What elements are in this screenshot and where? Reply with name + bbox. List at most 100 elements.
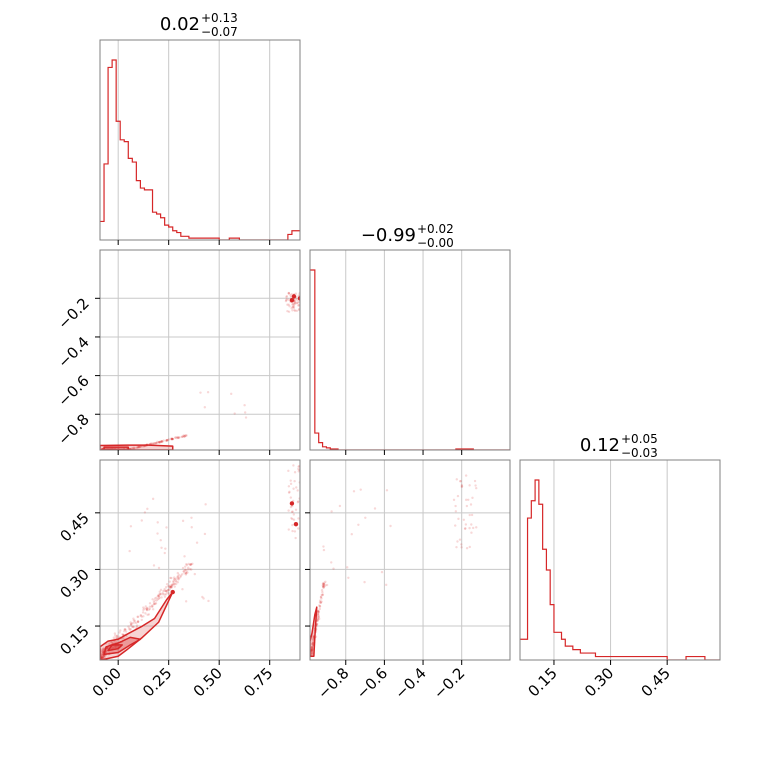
panel-param1-vs-param2-sample-221 — [289, 294, 292, 297]
panel-param1-vs-param3-sample-69 — [176, 575, 180, 578]
panel-param1-vs-param3-sample-217 — [162, 593, 165, 596]
panel-param1-vs-param3-sample-152 — [142, 606, 145, 609]
panel-param2-vs-param3-sample-91 — [316, 622, 319, 626]
panel-param1-vs-param3-sample-318 — [297, 467, 300, 471]
panel-param1-vs-param3-sample-335 — [290, 517, 293, 520]
panel-param1-vs-param2-sample-29 — [132, 446, 136, 449]
panel-param1-vs-param3-sample-315 — [296, 501, 300, 504]
panel-param1-vs-param3-sample-118 — [187, 566, 190, 569]
panel-param1-vs-param3-sample-36 — [131, 625, 135, 628]
panel-param1-vs-param2-sample-204 — [286, 309, 289, 313]
panel-param1-vs-param3-sample-360 — [151, 497, 155, 501]
panel-param1-vs-param3-sample-270 — [132, 625, 135, 629]
title-param-2-minus: −0.00 — [417, 236, 454, 250]
panel-param1-vs-param3-sample-238 — [163, 589, 166, 593]
panel-param1-vs-param3-sample-112 — [175, 577, 178, 580]
panel-param2-vs-param3-sample-32 — [321, 584, 324, 587]
panel-param1-vs-param3-sample-352 — [201, 595, 204, 599]
panel-param1-vs-param3-sample-12 — [143, 607, 146, 610]
panel-param2-vs-param3-sample-9 — [324, 584, 327, 587]
panel-param1-vs-param3-sample-177 — [184, 568, 187, 571]
panel-param1-vs-param3-sample-99 — [158, 596, 161, 600]
panel-param1-vs-param3-sample-267 — [164, 586, 168, 589]
panel-param1-vs-param3-sample-237 — [182, 570, 186, 573]
title-param-3-value: 0.12 — [580, 435, 620, 456]
panel-param2-vs-param3-sample-125 — [462, 518, 466, 521]
panel-param1-vs-param3-sample-300 — [292, 518, 296, 521]
panel-param1-vs-param3-sample-0 — [128, 628, 132, 631]
panel-param1-vs-param3-sample-113 — [129, 623, 133, 627]
panel-param2-vs-param3: −0.8 −0.6 −0.4 −0.2 — [305, 459, 511, 703]
panel-param1-vs-param3-sample-175 — [107, 642, 110, 646]
panel-param1-vs-param3-sample-190 — [121, 637, 124, 641]
panel-param2-vs-param3-sample-137 — [465, 504, 469, 508]
panel-param1-vs-param3-sample-38 — [108, 641, 111, 644]
panel-param1-vs-param3-sample-174 — [190, 563, 193, 566]
panel-param2-vs-param3-sample-73 — [322, 585, 325, 589]
panel-param1-vs-param3-sample-246 — [114, 640, 117, 644]
panel-param1-vs-param3-sample-123 — [170, 586, 173, 589]
panel-param1-vs-param3-sample-75 — [139, 613, 143, 617]
panel-param1-vs-param2-sample-229 — [292, 306, 296, 310]
title-param-1-plus: +0.13 — [201, 11, 238, 25]
panel-param1-vs-param3-sample-205 — [154, 602, 158, 605]
panel-param1-vs-param2-sample-160 — [174, 436, 177, 439]
panel-param1-vs-param3-sample-6 — [151, 608, 155, 611]
panel-param1-vs-param3-sample-158 — [169, 586, 172, 589]
panel-param2-vs-param3-sample-132 — [452, 498, 456, 502]
panel-param1-vs-param3-sample-171 — [130, 625, 134, 628]
panel-param2-vs-param3-sample-24 — [317, 616, 320, 619]
panel-param1-vs-param3-sample-296 — [139, 614, 142, 618]
panel-param2-vs-param3-sample-121 — [464, 523, 468, 526]
panel-param1-vs-param3-sample-126 — [135, 625, 139, 629]
panel-param1-vs-param3-sample-301 — [297, 470, 300, 473]
panel-param1-vs-param3-sample-304 — [287, 491, 291, 494]
panel-param2-vs-param3-sample-144 — [460, 485, 464, 488]
panel-param1-marginal-background — [100, 40, 300, 240]
panel-param1-vs-param3-sample-356 — [181, 566, 185, 570]
panel-param1-vs-param2-dense-point-3 — [302, 294, 306, 298]
panel-param1-vs-param2-sample-133 — [181, 435, 184, 438]
panel-param2-vs-param3-sample-7 — [318, 599, 322, 602]
panel-param2-vs-param3-sample-83 — [310, 648, 314, 652]
panel-param1-vs-param3-sample-258 — [188, 568, 192, 571]
panel-param1-vs-param3-frame — [99, 459, 301, 661]
panel-param2-vs-param3-sample-148 — [474, 484, 477, 487]
panel-param2-vs-param3-sample-164 — [322, 548, 326, 552]
panel-param1-vs-param3-sample-293 — [151, 604, 154, 607]
panel-param1-vs-param3-sample-52 — [170, 585, 173, 588]
panel-param1-vs-param2-sample-31 — [170, 437, 174, 441]
panel-param1-vs-param2-sample-52 — [156, 440, 159, 444]
panel-param2-vs-param3-sample-77 — [317, 614, 320, 618]
panel-param2-marginal-histogram — [310, 269, 510, 450]
panel-param2-vs-param3-sample-173 — [359, 488, 362, 491]
panel-param3-marginal-xtick-label-0: 0.15 — [524, 664, 560, 700]
panel-param1-vs-param2-sample-216 — [296, 301, 299, 304]
panel-param1-vs-param3-sample-172 — [171, 583, 174, 586]
panel-param1-vs-param3-sample-159 — [136, 620, 140, 624]
panel-param1-vs-param3-sample-127 — [175, 582, 178, 586]
panel-param1-vs-param3-sample-10 — [163, 595, 167, 598]
panel-param1-vs-param2-sample-71 — [167, 438, 171, 441]
panel-param1-vs-param3-sample-272 — [102, 647, 105, 651]
panel-param1-vs-param2-sample-6 — [162, 439, 165, 442]
panel-param1-vs-param3-sample-165 — [133, 621, 136, 624]
panel-param2-vs-param3-sample-165 — [325, 583, 329, 587]
panel-param1-vs-param2-sample-242 — [230, 392, 233, 396]
panel-param2-vs-param3-sample-167 — [350, 533, 353, 536]
panel-param2-vs-param3-sample-86 — [310, 652, 314, 655]
panel-param2-vs-param3-sample-29 — [319, 601, 323, 604]
panel-param1-vs-param3-sample-188 — [157, 594, 160, 598]
panel-param1-vs-param3-ytick-label-1: 0.30 — [56, 566, 92, 602]
panel-param1-vs-param3-sample-343 — [160, 546, 163, 549]
panel-param2-vs-param3-sample-22 — [319, 601, 323, 605]
panel-param2-vs-param3-sample-177 — [380, 570, 384, 574]
panel-param1-vs-param2-sample-244 — [203, 406, 207, 409]
panel-param1-vs-param2-frame — [99, 249, 301, 451]
panel-param2-vs-param3-sample-175 — [357, 523, 360, 527]
panel-param1-vs-param2-sample-227 — [297, 303, 300, 307]
panel-param1-vs-param3-sample-290 — [165, 590, 168, 593]
panel-param1-vs-param2-sample-45 — [184, 434, 187, 437]
panel-param1-vs-param3-sample-284 — [101, 650, 104, 653]
panel-param1-vs-param3-sample-95 — [168, 592, 171, 595]
